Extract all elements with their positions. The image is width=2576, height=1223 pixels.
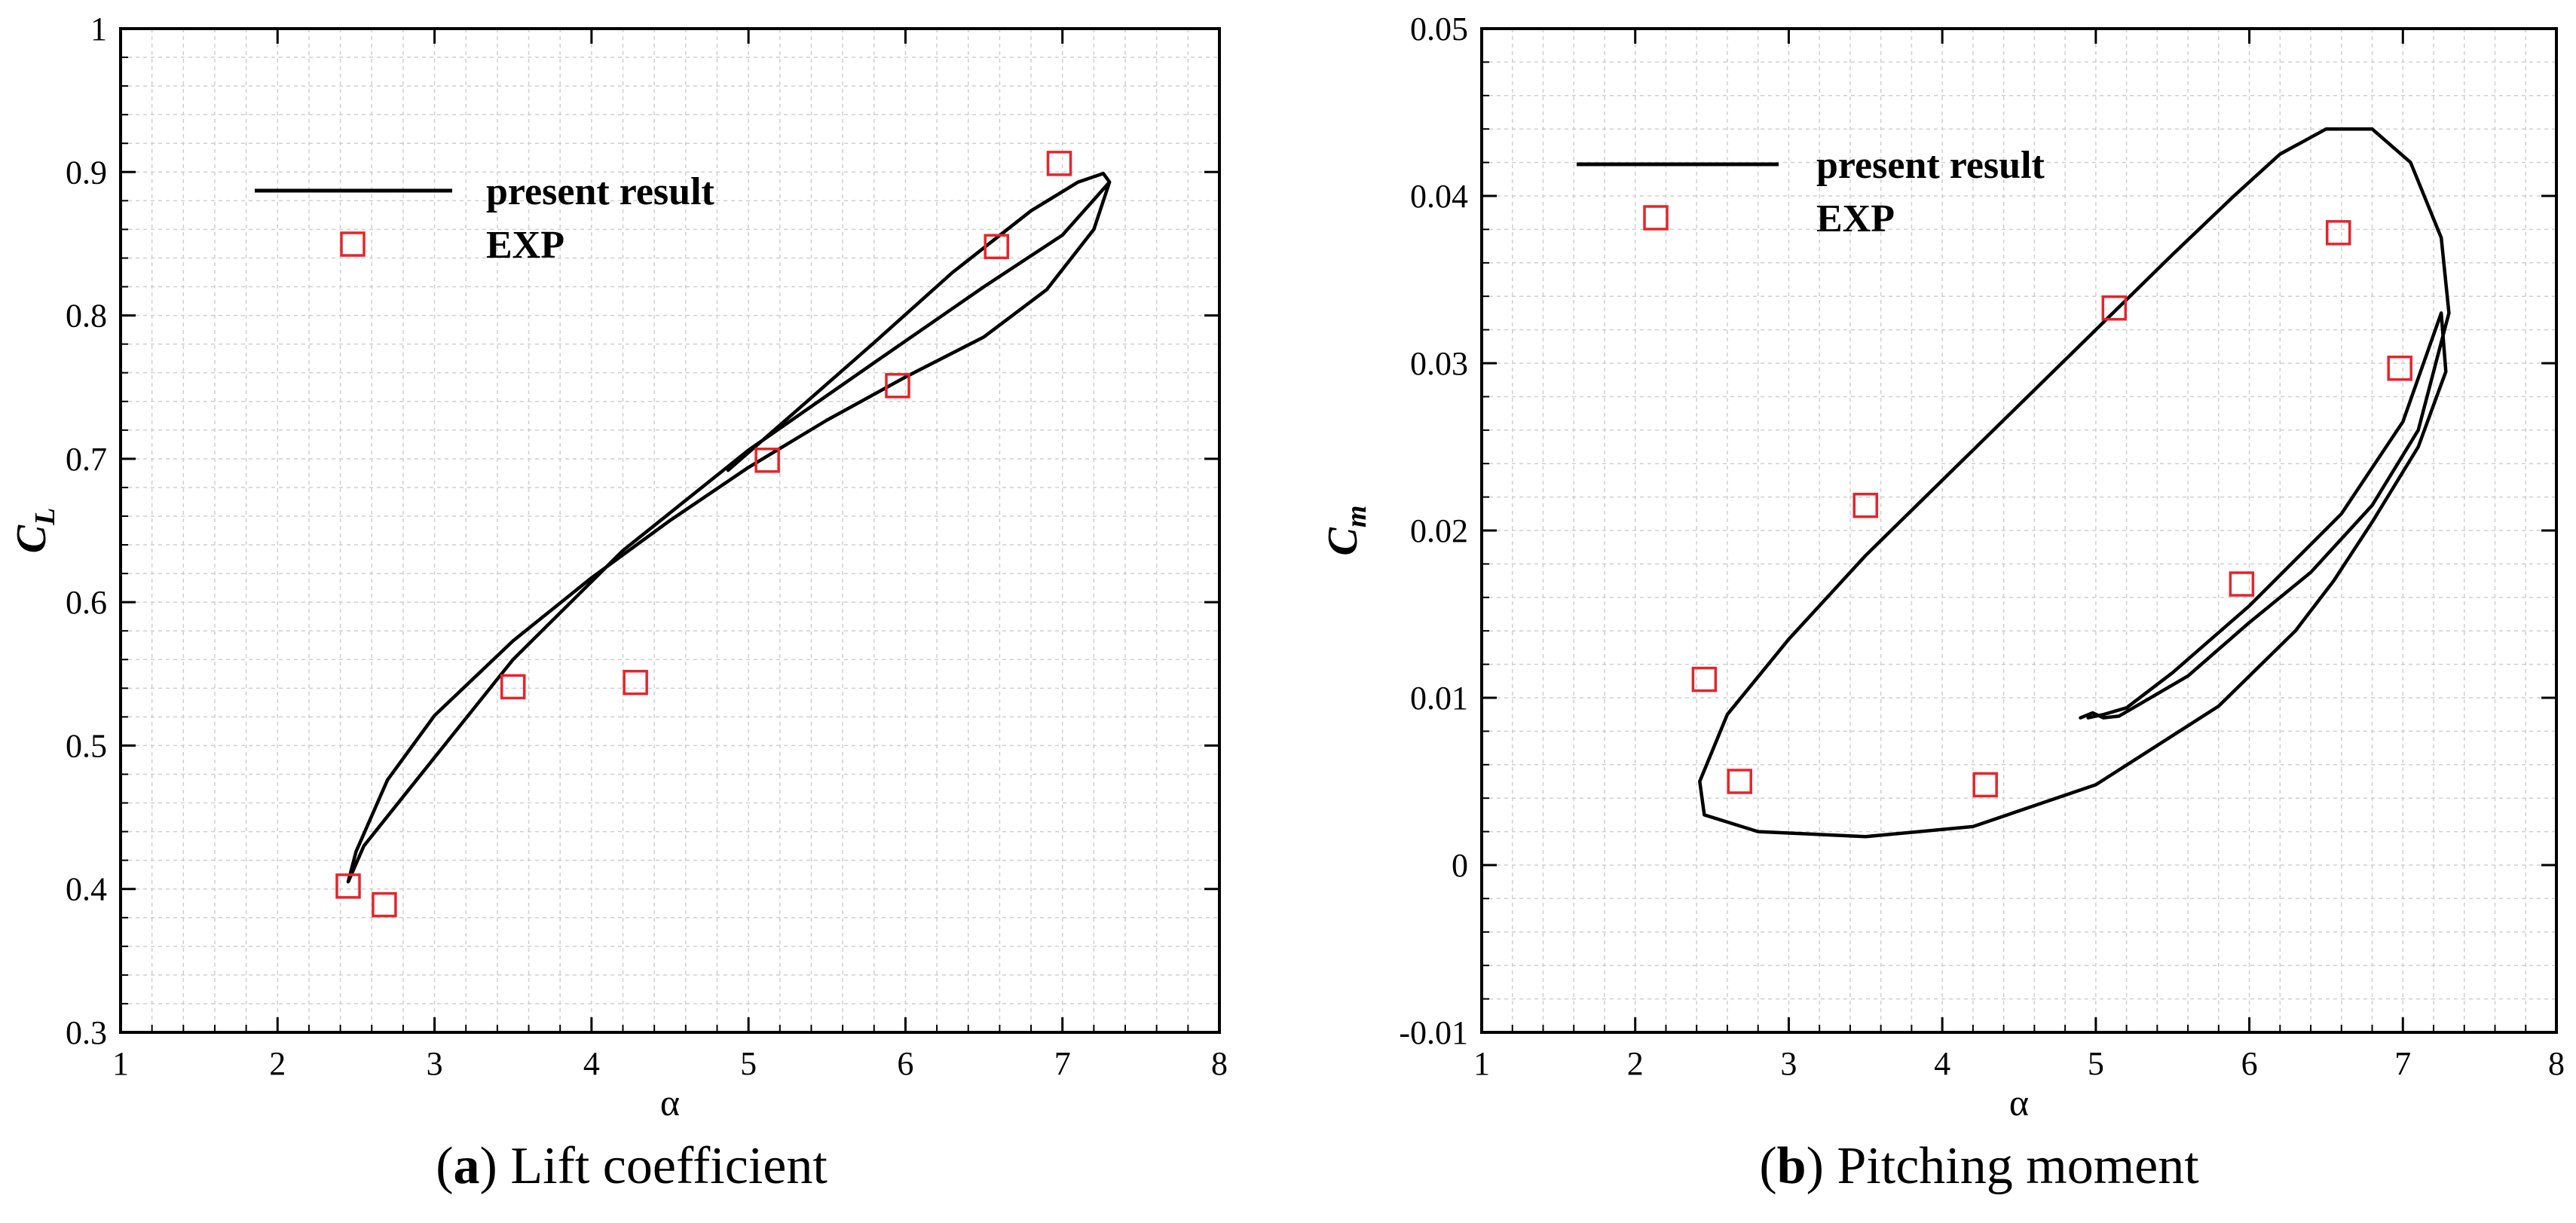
x-tick-label: 7 (2394, 1045, 2411, 1082)
chart-panel-b: 1 2 3 4 5 6 7 8 -0.01 0 0.01 0.02 0.03 0.04 0.05 α Cm pre… (1320, 11, 2565, 1124)
y-tick-label: 0.01 (1410, 680, 1468, 717)
data-point-exp (1046, 151, 1072, 176)
y-tick-label: 0.05 (1410, 11, 1468, 47)
data-point-exp (1691, 666, 1718, 693)
y-tick-label: 0.7 (66, 441, 107, 478)
y-tick-label: 0.8 (66, 298, 107, 335)
data-point-exp (2101, 295, 2128, 321)
data-point-exp (1972, 772, 1998, 798)
legend-label-present-result: present result (1816, 144, 2045, 187)
chart-panel-a: 1 2 3 4 5 6 7 80.30.40.50.60.70.80.91αCLpresent… (8, 11, 1228, 1124)
data-point-exp (2325, 220, 2351, 246)
caption-a: (a) Lift coefficient (436, 1137, 828, 1195)
x-tick-label: 1 (1473, 1045, 1490, 1082)
caption-letter: a (453, 1137, 480, 1195)
y-axis-label-sub: m (1341, 506, 1372, 528)
data-point-exp (1727, 769, 1752, 794)
y-tick-label: 0.04 (1410, 178, 1468, 215)
data-point-exp (2387, 355, 2412, 381)
legend-label-present-result: present result (486, 170, 715, 213)
x-tick-label: 2 (1627, 1045, 1644, 1082)
x-tick-label: 3 (1780, 1045, 1797, 1082)
x-tick-label: 2 (269, 1045, 286, 1082)
x-axis-label: α (660, 1081, 680, 1124)
data-point-exp (623, 669, 648, 696)
series-line-present-result (1698, 127, 2451, 839)
legend-marker-swatch (340, 231, 366, 257)
x-tick-label: 4 (583, 1045, 600, 1082)
caption-b: (b) Pitching moment (1759, 1137, 2199, 1195)
y-tick-label: 0.4 (66, 871, 107, 908)
x-tick-label: 5 (2088, 1045, 2104, 1082)
data-point-exp (984, 234, 1009, 259)
caption-text: Pitching moment (1837, 1137, 2199, 1195)
caption-text: Lift coefficient (510, 1137, 828, 1195)
x-tick-label: 8 (2548, 1045, 2565, 1082)
x-tick-label: 7 (1054, 1045, 1071, 1082)
y-tick-label: -0.01 (1399, 1014, 1468, 1051)
x-tick-label: 8 (1211, 1045, 1228, 1082)
y-tick-label: 0.5 (66, 727, 107, 764)
y-axis-label: Cm (1320, 506, 1372, 556)
data-point-exp (335, 873, 361, 899)
y-tick-label: 0.3 (66, 1014, 107, 1051)
legend-label-exp: EXP (486, 224, 564, 267)
x-tick-label: 1 (112, 1045, 129, 1082)
series-line-present-result (346, 171, 1112, 884)
legend-marker-swatch (1643, 205, 1669, 231)
y-axis-label-sub: L (29, 508, 61, 526)
y-axis-label-main: C (1320, 527, 1366, 555)
y-tick-label: 0.02 (1410, 512, 1468, 549)
x-tick-label: 3 (427, 1045, 443, 1082)
x-tick-label: 6 (2241, 1045, 2258, 1082)
y-axis-label: CL (8, 508, 61, 554)
plot-frame (119, 27, 1221, 1034)
x-tick-label: 6 (897, 1045, 913, 1082)
data-point-exp (2229, 571, 2255, 597)
y-tick-label: 0.9 (66, 154, 107, 191)
y-tick-label: 0.6 (66, 584, 107, 621)
y-tick-label: 0.03 (1410, 345, 1468, 382)
y-tick-label: 1 (90, 11, 107, 47)
legend-label-exp: EXP (1816, 197, 1895, 240)
data-point-exp (500, 674, 526, 700)
data-point-exp (885, 373, 910, 399)
caption-letter: b (1776, 1137, 1807, 1195)
data-point-exp (1852, 492, 1879, 518)
y-axis-label-main: C (8, 524, 55, 553)
x-tick-label: 4 (1934, 1045, 1950, 1082)
x-tick-label: 5 (740, 1045, 757, 1082)
data-point-exp (372, 891, 397, 918)
data-point-exp (754, 448, 780, 473)
x-axis-label: α (2009, 1081, 2029, 1124)
y-tick-label: 0 (1452, 847, 1468, 884)
